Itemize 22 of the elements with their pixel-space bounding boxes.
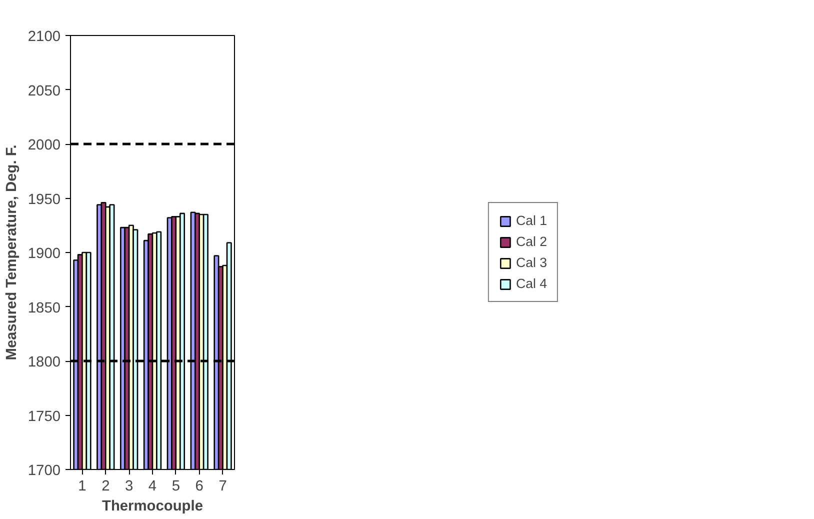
y-tick-label: 2000 bbox=[28, 138, 61, 154]
y-tick-label: 1700 bbox=[28, 463, 61, 479]
legend-label: Cal 2 bbox=[516, 234, 548, 249]
legend-label: Cal 4 bbox=[516, 276, 548, 291]
x-tick-label: 1 bbox=[78, 478, 86, 494]
legend-label: Cal 3 bbox=[516, 255, 548, 270]
y-tick-label: 1800 bbox=[28, 354, 61, 370]
x-tick-label: 6 bbox=[195, 478, 204, 494]
y-tick-label: 1850 bbox=[28, 300, 61, 316]
y-tick-label: 1750 bbox=[28, 408, 61, 425]
legend-label: Cal 1 bbox=[516, 213, 548, 228]
y-axis-title: Measured Temperature, Deg. F. bbox=[4, 144, 20, 360]
y-tick-label: 1950 bbox=[28, 192, 61, 208]
x-tick-label: 2 bbox=[102, 478, 110, 494]
y-tick-label: 2100 bbox=[28, 29, 61, 45]
x-tick-label: 4 bbox=[148, 478, 157, 494]
x-tick-label: 3 bbox=[124, 478, 134, 494]
y-tick-label: 1900 bbox=[28, 246, 61, 262]
x-axis-title: Thermocouple bbox=[102, 498, 203, 514]
y-tick-label: 2050 bbox=[28, 83, 61, 100]
x-tick-label: 7 bbox=[218, 478, 227, 494]
x-tick-label: 5 bbox=[172, 478, 180, 494]
